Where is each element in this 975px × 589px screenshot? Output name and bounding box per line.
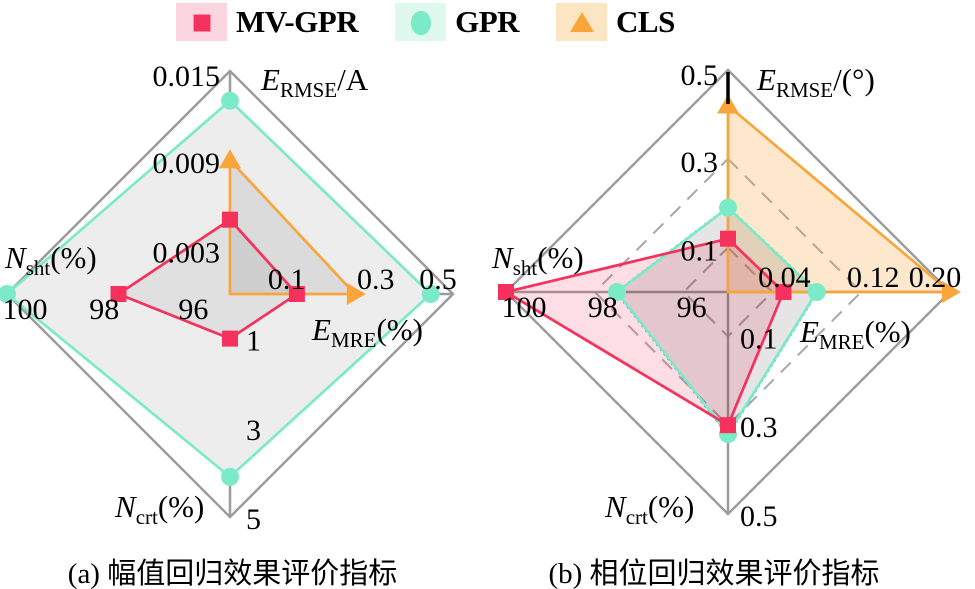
series-gpr-marker bbox=[421, 285, 440, 303]
tick-label-left: 98 bbox=[89, 293, 119, 326]
grid-ring-dashed bbox=[593, 157, 863, 427]
series-mv-gpr-marker bbox=[110, 286, 127, 302]
caption-chart-b: (b) 相位回归效果评价指标 bbox=[548, 558, 880, 589]
series-gpr-area bbox=[617, 207, 817, 435]
tick-label-bottom: 3 bbox=[246, 414, 261, 447]
tick-label-bottom: 1 bbox=[246, 325, 261, 358]
legend-item-mv-gpr: MV-GPR bbox=[176, 3, 359, 41]
caption-chart-a: (a) 幅值回归效果评价指标 bbox=[67, 558, 398, 589]
tick-label-top: 0.1 bbox=[681, 235, 719, 268]
series-gpr-marker bbox=[608, 283, 626, 301]
circle-marker-icon bbox=[395, 3, 447, 41]
radar-chart-a: 0.003 0.009 0.015 0.1 0.3 0.5 1 3 5 96 98 100 ERMSE/… bbox=[0, 60, 457, 536]
tick-label-bottom: 0.1 bbox=[740, 322, 778, 355]
series-mv-gpr-marker bbox=[775, 284, 792, 300]
tick-label-bottom: 0.3 bbox=[740, 411, 778, 444]
series-mv-gpr-marker bbox=[222, 211, 238, 228]
tick-label-top: 0.5 bbox=[681, 59, 719, 92]
tick-label-top: 0.009 bbox=[153, 147, 221, 180]
tick-label-left: 100 bbox=[502, 291, 547, 324]
tick-label-top: 0.015 bbox=[153, 60, 221, 93]
axis-title-nsht: Nsht(%) bbox=[491, 240, 584, 280]
legend: MV-GPR GPR CLS bbox=[176, 3, 675, 41]
axis-title-ermsea: ERMSE/A bbox=[260, 62, 369, 102]
series-cls-marker bbox=[717, 94, 739, 114]
tick-label-right: 0.3 bbox=[357, 263, 395, 296]
tick-label-right: 0.20 bbox=[909, 261, 962, 294]
legend-item-cls: CLS bbox=[556, 3, 675, 41]
series-gpr-marker bbox=[0, 285, 16, 303]
axis-title-ncrt: Ncrt(%) bbox=[114, 489, 204, 529]
tick-label-bottom: 0.5 bbox=[740, 500, 778, 533]
series-mv-gpr-marker bbox=[720, 230, 736, 247]
series-gpr-marker bbox=[221, 467, 239, 486]
series-cls-marker bbox=[219, 149, 241, 169]
legend-label: MV-GPR bbox=[236, 4, 359, 39]
series-mv-gpr-marker bbox=[498, 284, 514, 300]
series-mv-gpr-marker bbox=[720, 417, 736, 434]
radar-charts-canvas: 0.003 0.009 0.015 0.1 0.3 0.5 1 3 5 96 98 100 ERMSE/… bbox=[0, 59, 961, 536]
legend-label: GPR bbox=[455, 4, 520, 39]
series-mv-gpr-area bbox=[506, 238, 784, 426]
square-marker-icon bbox=[176, 3, 227, 41]
axis-title-emre: EMRE(%) bbox=[799, 314, 911, 354]
series-mv-gpr-marker bbox=[222, 330, 238, 347]
axis-title-nsht: Nsht(%) bbox=[4, 240, 97, 280]
series-mv-gpr-area bbox=[118, 219, 297, 339]
series-gpr-area bbox=[7, 100, 431, 477]
tick-label-right: 0.1 bbox=[268, 263, 306, 296]
tick-label-left: 98 bbox=[588, 291, 618, 324]
axis-title-ncrt: Ncrt(%) bbox=[604, 489, 694, 529]
tick-label-right: 0.5 bbox=[419, 263, 457, 296]
triangle-marker-icon bbox=[556, 3, 608, 41]
tick-label-bottom: 5 bbox=[246, 503, 261, 536]
tick-label-top: 0.003 bbox=[153, 236, 221, 269]
radar-chart-b: 0.1 0.3 0.5 0.04 0.12 0.20 0.1 0.3 0.5 96 98 100 ERM… bbox=[491, 59, 961, 533]
tick-label-top: 0.3 bbox=[681, 146, 719, 179]
tick-label-left: 96 bbox=[677, 291, 707, 324]
series-gpr-marker bbox=[221, 91, 239, 110]
series-cls-marker bbox=[346, 283, 366, 305]
axis-title-ermse: ERMSE/(°) bbox=[756, 62, 875, 102]
legend-label: CLS bbox=[616, 4, 675, 39]
legend-item-gpr: GPR bbox=[395, 3, 520, 41]
tick-label-right: 0.12 bbox=[847, 261, 900, 294]
series-gpr-marker bbox=[807, 283, 826, 301]
tick-label-left: 100 bbox=[3, 293, 48, 326]
series-mv-gpr-marker bbox=[288, 286, 305, 302]
series-cls-marker bbox=[942, 281, 961, 303]
tick-label-left: 96 bbox=[178, 293, 208, 326]
tick-label-right: 0.04 bbox=[758, 261, 811, 294]
axis-title-emre: EMRE(%) bbox=[311, 312, 423, 352]
series-gpr-marker bbox=[719, 198, 737, 217]
